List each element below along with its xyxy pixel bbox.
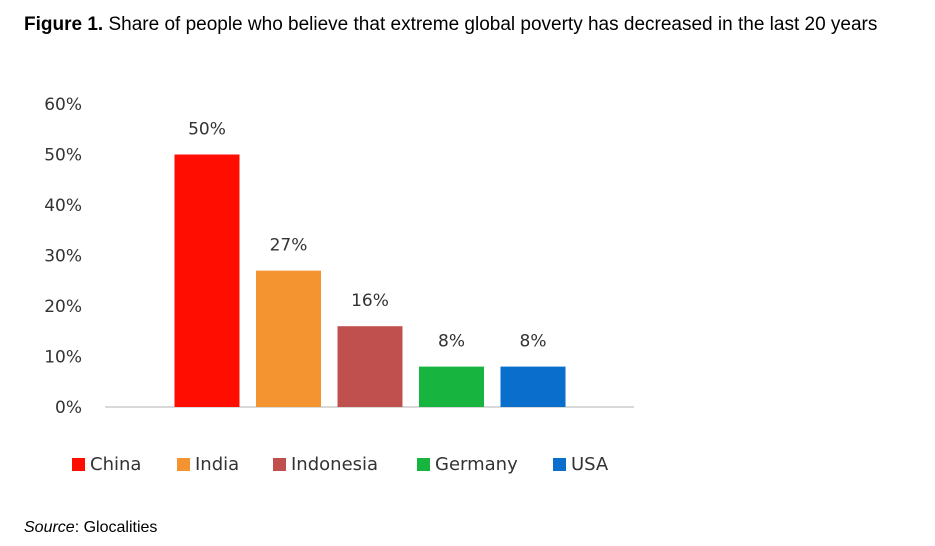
- y-tick-label: 40%: [44, 196, 82, 216]
- y-tick-label: 50%: [44, 146, 82, 166]
- source-text: : Glocalities: [74, 519, 158, 536]
- data-label: 16%: [351, 291, 389, 311]
- bar-germany: [419, 366, 484, 407]
- legend-label: China: [90, 454, 141, 475]
- data-label: 8%: [520, 332, 547, 352]
- figure-title: Figure 1. Share of people who believe th…: [24, 12, 924, 38]
- data-label: 27%: [270, 236, 308, 256]
- legend-label: Indonesia: [291, 454, 378, 475]
- legend-swatch: [417, 458, 430, 471]
- legend-swatch: [177, 458, 190, 471]
- source-label: Source: [24, 519, 75, 536]
- legend-swatch: [553, 458, 566, 471]
- y-tick-label: 10%: [44, 348, 82, 368]
- legend-label: India: [195, 454, 239, 475]
- data-label: 50%: [188, 120, 226, 140]
- legend-swatch: [273, 458, 286, 471]
- bar-china: [174, 154, 240, 407]
- y-tick-label: 30%: [44, 247, 82, 267]
- legend-label: USA: [571, 454, 609, 475]
- bar-indonesia: [337, 326, 403, 407]
- figure-label: Figure 1.: [24, 14, 104, 35]
- bar-usa: [500, 366, 566, 407]
- y-tick-label: 60%: [44, 95, 82, 115]
- data-label: 8%: [438, 332, 465, 352]
- figure-title-text: Share of people who believe that extreme…: [103, 14, 878, 35]
- y-tick-label: 20%: [44, 297, 82, 317]
- legend-label: Germany: [435, 454, 518, 475]
- source-note: Source: Glocalities: [24, 519, 157, 537]
- y-tick-label: 0%: [55, 398, 82, 418]
- legend-swatch: [72, 458, 85, 471]
- bar-india: [256, 270, 321, 407]
